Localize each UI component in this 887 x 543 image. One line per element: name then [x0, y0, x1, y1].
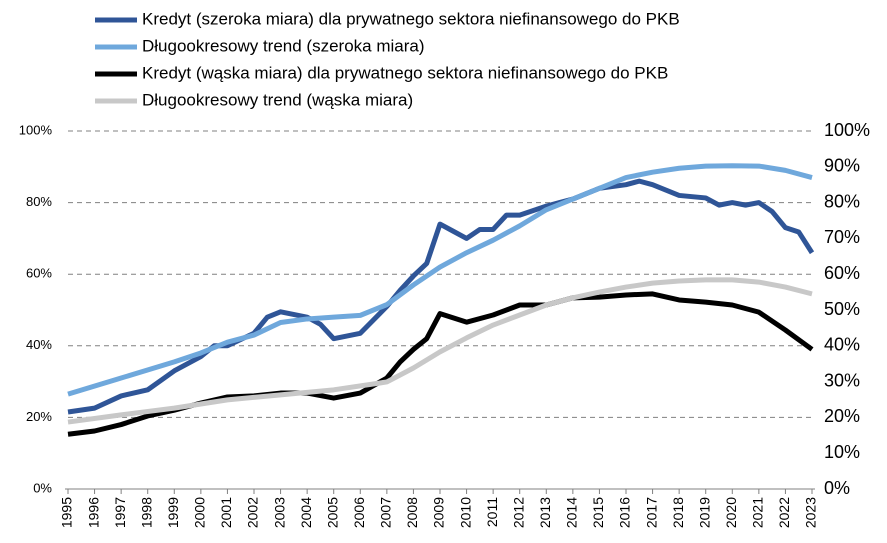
y2-tick-label: 0% — [824, 478, 850, 498]
y2-tick-label: 40% — [824, 335, 860, 355]
y-tick-label: 100% — [19, 122, 53, 137]
x-tick-label: 1996 — [85, 497, 101, 528]
x-tick-label: 2005 — [324, 497, 340, 528]
y-tick-label: 40% — [26, 337, 52, 352]
y-tick-label: 0% — [33, 480, 52, 495]
y-tick-label: 80% — [26, 194, 52, 209]
x-tick-label: 2002 — [245, 497, 261, 528]
x-tick-label: 2017 — [643, 497, 659, 528]
y-tick-label: 60% — [26, 266, 52, 281]
x-tick-label: 2012 — [510, 497, 526, 528]
series-line — [67, 163, 813, 397]
x-tick-label: 2007 — [378, 497, 394, 528]
x-tick-label: 2004 — [298, 497, 314, 528]
x-tick-label: 2003 — [271, 497, 287, 528]
x-tick-label: 1995 — [59, 497, 75, 528]
legend-label: Kredyt (szeroka miara) dla prywatnego se… — [142, 9, 680, 28]
x-tick-label: 2006 — [351, 497, 367, 528]
x-tick-label: 2016 — [617, 497, 633, 528]
x-tick-label: 2021 — [750, 497, 766, 528]
y2-tick-label: 60% — [824, 263, 860, 283]
y2-tick-label: 70% — [824, 227, 860, 247]
x-tick-label: 2019 — [696, 497, 712, 528]
y2-tick-label: 90% — [824, 156, 860, 176]
y2-tick-label: 80% — [824, 191, 860, 211]
x-tick-label: 2023 — [803, 497, 819, 528]
x-tick-label: 2001 — [218, 497, 234, 528]
x-tick-label: 2018 — [670, 497, 686, 528]
x-tick-label: 1998 — [138, 497, 154, 528]
x-tick-label: 1999 — [165, 497, 181, 528]
x-tick-label: 2014 — [564, 497, 580, 528]
x-tick-label: 2022 — [776, 497, 792, 528]
series-line — [67, 178, 815, 415]
x-tick-label: 2013 — [537, 497, 553, 528]
x-tick-label: 2011 — [484, 497, 500, 527]
x-tick-label: 2000 — [192, 497, 208, 528]
legend-label: Długookresowy trend (wąska miara) — [142, 90, 413, 109]
x-tick-label: 2015 — [590, 497, 606, 528]
series-line — [67, 277, 813, 425]
series-line — [67, 291, 814, 437]
y-tick-label: 20% — [26, 409, 52, 424]
x-tick-label: 2009 — [431, 497, 447, 528]
y2-tick-label: 50% — [824, 299, 860, 319]
legend-label: Kredyt (wąska miara) dla prywatnego sekt… — [142, 63, 668, 82]
y2-tick-label: 100% — [824, 120, 870, 140]
y2-tick-label: 10% — [824, 442, 860, 462]
legend-label: Długookresowy trend (szeroka miara) — [142, 36, 425, 55]
x-tick-label: 2020 — [723, 497, 739, 528]
x-tick-label: 2010 — [457, 497, 473, 528]
x-tick-label: 1997 — [112, 497, 128, 528]
y2-tick-label: 20% — [824, 406, 860, 426]
y2-tick-label: 30% — [824, 370, 860, 390]
x-tick-label: 2008 — [404, 497, 420, 528]
